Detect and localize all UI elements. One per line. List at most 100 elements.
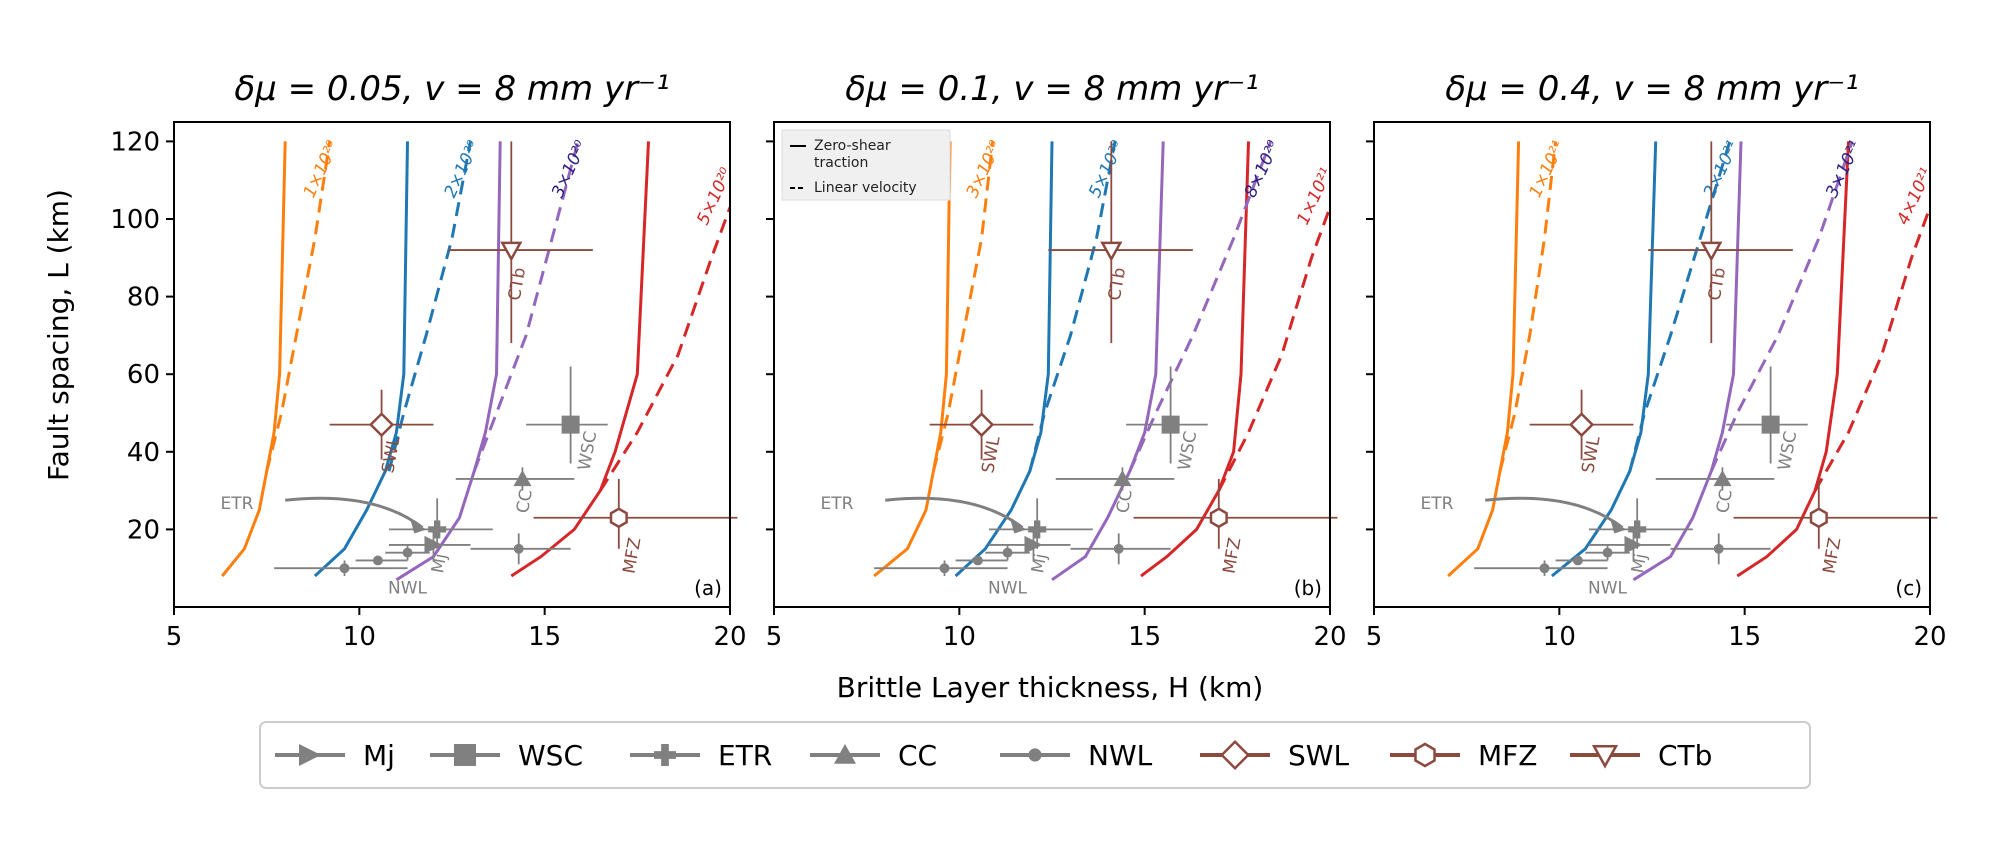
inset-legend-dashed: Linear velocity [814, 180, 917, 196]
axes-frame [173, 121, 731, 608]
label-mj: Mj [428, 552, 451, 575]
point-mfz [1133, 478, 1338, 549]
marker [1113, 543, 1124, 554]
dashed-curve [931, 141, 995, 472]
dashed-curve [387, 141, 472, 472]
marker [1700, 241, 1723, 262]
point-swl [329, 389, 434, 460]
marker [513, 469, 532, 487]
x-tick-label: 15 [528, 622, 561, 652]
marker [402, 547, 413, 558]
dashed-curve [1813, 206, 1930, 492]
point-nwl-1 [274, 560, 408, 576]
dashed-curve [472, 141, 580, 472]
point-cc [455, 467, 575, 491]
plot-area [873, 140, 1330, 582]
marker [561, 415, 580, 434]
legend-item-ctb: CTb [1570, 739, 1712, 772]
marker [1002, 547, 1013, 558]
point-nwl-3 [985, 544, 1030, 561]
point-nwl-1 [1474, 560, 1608, 576]
marker [513, 543, 524, 554]
point-nwl-1 [874, 560, 1008, 576]
arrow-head [410, 519, 427, 534]
y-tick-label: 80 [127, 283, 160, 313]
x-tick-label: 20 [1913, 622, 1946, 652]
label-wsc: WSC [1775, 430, 1802, 472]
legend-item-swl: SWL [1200, 739, 1349, 772]
etr-arrow [285, 496, 424, 529]
x-tick-label: 20 [1313, 622, 1346, 652]
marker [1713, 469, 1732, 487]
legend-marker [299, 744, 321, 766]
marker [1161, 415, 1180, 434]
legend-item-cc: CC [810, 739, 937, 772]
legend-marker [1414, 742, 1436, 768]
solid-curve [1447, 141, 1521, 578]
curve-label: 2×10²⁰ [440, 138, 484, 201]
point-cc [1055, 467, 1175, 491]
point-nwl-3 [1585, 544, 1630, 561]
label-nwl: NWL [988, 578, 1028, 598]
label-wsc: WSC [575, 430, 602, 472]
point-nwl-4 [1670, 533, 1771, 565]
legend-item-mj: Mj [275, 739, 395, 772]
label-etr: ETR [821, 494, 854, 514]
x-tick-label: 5 [766, 622, 783, 652]
marker [1628, 520, 1647, 539]
legend-label: NWL [1088, 739, 1153, 772]
point-mj [1588, 529, 1671, 561]
solid-curve [873, 141, 952, 578]
curve-label: 3×10²⁰ [963, 138, 1007, 201]
panel-3: δμ = 0.4, v = 8 mm yr⁻¹ 1×10²¹ 2×10²¹ 3×10²… [1366, 69, 1947, 652]
dashed-curve [1128, 140, 1273, 472]
inset-legend-solid-2: traction [814, 155, 868, 171]
axes-frame [773, 121, 1331, 608]
point-swl [929, 389, 1034, 460]
x-tick-label: 15 [1128, 622, 1161, 652]
label-cc: CC [513, 488, 537, 515]
point-nwl-4 [1070, 533, 1171, 565]
marker [1602, 547, 1613, 558]
dashed-curve [1028, 141, 1117, 472]
marker [339, 563, 350, 574]
point-nwl-2 [1555, 555, 1608, 566]
label-mfz: MFZ [619, 536, 645, 575]
dashed-curve [1217, 206, 1330, 492]
legend-label: ETR [718, 739, 772, 772]
panel-title: δμ = 0.05, v = 8 mm yr⁻¹ [234, 69, 669, 109]
point-etr [388, 498, 493, 549]
label-mfz: MFZ [1219, 536, 1245, 575]
dashed-curve [599, 206, 730, 492]
label-ctb: CTb [505, 266, 530, 302]
x-tick-label: 10 [943, 622, 976, 652]
point-nwl-3 [385, 544, 430, 561]
y-tick-label: 40 [127, 438, 160, 468]
y-tick-label: 20 [127, 515, 160, 545]
marker [609, 507, 628, 529]
point-etr [988, 498, 1093, 549]
point-ctb [448, 141, 593, 344]
panel-2: δμ = 0.1, v = 8 mm yr⁻¹3×10²⁰ 5×10²⁰ 8×10²… [766, 69, 1347, 652]
marker [972, 555, 983, 566]
marker [1209, 507, 1228, 529]
curve-label: 1×10²⁰ [300, 138, 344, 201]
point-ctb [1648, 141, 1793, 344]
legend-label: CC [898, 739, 937, 772]
legend-item-wsc: WSC [430, 739, 583, 772]
solid-curve [313, 141, 409, 578]
legend-marker [1591, 744, 1619, 769]
solid-curve [1051, 141, 1165, 582]
point-swl [1529, 389, 1634, 460]
panel-1: δμ = 0.05, v = 8 mm yr⁻¹ 1×10²⁰ 2×10²⁰ 3×10… [110, 69, 746, 652]
legend-marker [454, 744, 476, 766]
y-tick-label: 120 [110, 127, 160, 157]
label-mj: Mj [1628, 552, 1651, 575]
curve-label: 3×10²⁰ [548, 138, 592, 201]
curve-label: 1×10²¹ [1526, 138, 1570, 201]
dashed-curve [1498, 141, 1558, 472]
legend-marker [1028, 748, 1042, 762]
